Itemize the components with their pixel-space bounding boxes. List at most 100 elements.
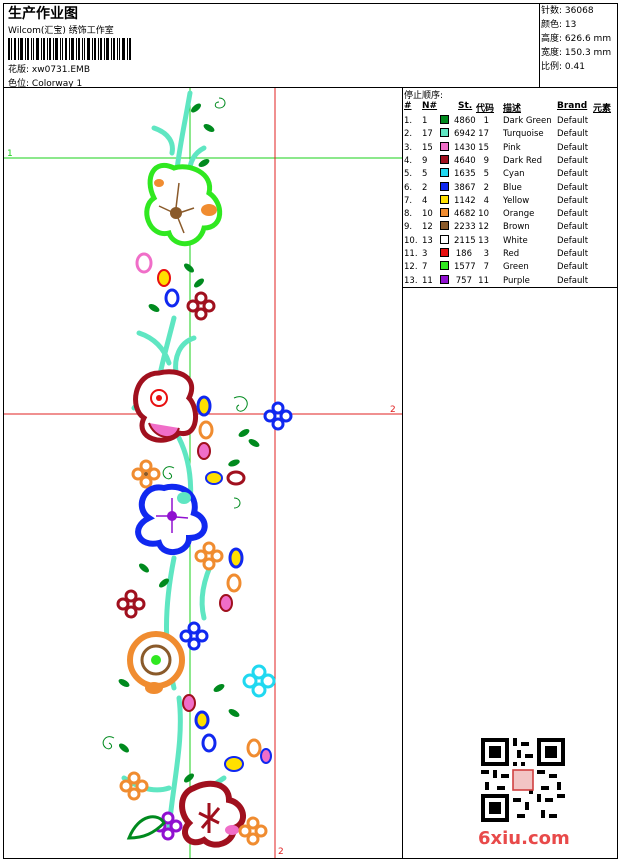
thread-stitches: 6942	[454, 129, 476, 140]
colorway-value: Colorway 1	[31, 79, 83, 89]
thread-needle: 17	[422, 129, 433, 140]
thread-brand: Default	[557, 142, 589, 153]
thread-row: 11. 3 186 3 Red Default	[404, 248, 618, 261]
cross-flower-1	[186, 291, 216, 321]
cross-flower-cyan	[242, 664, 276, 698]
thread-code: 5	[483, 169, 489, 180]
color-swatch	[440, 194, 449, 204]
thread-code: 15	[478, 142, 489, 153]
guide-label-v2: 2	[278, 847, 284, 857]
orange-flower-1	[131, 459, 161, 489]
orange-flower-4	[238, 816, 268, 846]
thread-stitches: 4860	[454, 116, 476, 126]
thread-row: 4. 9 4640 9 Dark Red Default	[404, 154, 618, 168]
thread-code: 12	[478, 222, 489, 233]
thread-brand: Default	[557, 262, 589, 273]
col-desc: 描述	[503, 104, 522, 114]
tendrils	[102, 97, 248, 750]
thread-code: 4	[483, 195, 489, 206]
color-swatch	[440, 208, 449, 218]
design-stats: 针数: 36068 颜色: 13 高度: 626.6 mm 宽度: 150.3 …	[541, 4, 617, 74]
flower-orange-big	[127, 631, 185, 694]
guide-label-h2: 2	[390, 405, 396, 415]
thread-brand: Default	[557, 116, 589, 126]
thread-description: Green	[503, 262, 529, 273]
thread-row: 5. 5 1635 5 Cyan Default	[404, 168, 618, 181]
thread-description: Pink	[503, 142, 521, 153]
thread-row: 6. 2 3867 2 Blue Default	[404, 181, 618, 195]
thread-row: 7. 4 1142 4 Yellow Default	[404, 194, 618, 208]
col-idx: #	[404, 101, 412, 111]
thread-description: Dark Green	[503, 116, 552, 126]
colorway-label: 色位:	[8, 79, 30, 89]
thread-stitches: 4682	[454, 209, 476, 220]
color-swatch	[440, 181, 449, 191]
design-label: 花版:	[8, 65, 30, 75]
color-swatch	[440, 274, 449, 284]
thread-row: 3. 15 1430 15 Pink Default	[404, 141, 618, 155]
flower-red-rose	[133, 369, 199, 443]
thread-code: 13	[478, 235, 489, 246]
thread-needle: 12	[422, 222, 433, 233]
color-swatch	[440, 221, 449, 231]
thread-description: Blue	[503, 182, 522, 193]
stat-width: 宽度: 150.3 mm	[541, 48, 612, 58]
stats-divider	[539, 3, 540, 87]
thread-brand: Default	[557, 235, 589, 246]
buds-group-1	[135, 252, 180, 308]
thread-stitches: 1430	[454, 142, 476, 153]
thread-stitches: 1577	[454, 262, 476, 273]
thread-brand: Default	[557, 155, 589, 166]
thread-code: 10	[478, 209, 489, 220]
col-brand: Brand	[557, 101, 588, 111]
thread-index: 2.	[404, 129, 413, 140]
thread-code: 1	[483, 116, 489, 126]
thread-index: 5.	[404, 169, 413, 180]
thread-index: 1.	[404, 116, 413, 126]
thread-code: 7	[483, 262, 489, 273]
thread-index: 10.	[404, 235, 418, 246]
studio-subtitle: Wilcom(汇宝) 绣饰工作室	[8, 26, 114, 36]
cross-flower-2	[116, 589, 146, 619]
col-elem: 元素	[593, 104, 612, 114]
panel-divider	[402, 87, 403, 859]
thread-index: 12.	[404, 262, 418, 273]
table-bottom-rule	[402, 287, 618, 288]
cross-flower-blue-2	[179, 621, 209, 651]
header-divider	[3, 87, 618, 88]
stat-height: 高度: 626.6 mm	[541, 34, 612, 44]
color-swatch	[440, 154, 449, 164]
thread-brand: Default	[557, 129, 589, 140]
thread-description: Purple	[503, 275, 530, 286]
thread-stitches: 186	[455, 249, 472, 259]
thread-row: 12. 7 1577 7 Green Default	[404, 261, 618, 274]
color-swatch	[440, 261, 449, 271]
thread-code: 11	[478, 275, 489, 286]
dark-green-leaves	[118, 103, 260, 783]
thread-needle: 3	[422, 249, 428, 259]
thread-needle: 2	[422, 182, 428, 193]
flower-blue	[135, 483, 208, 555]
thread-code: 3	[483, 249, 489, 259]
thread-index: 9.	[404, 222, 413, 233]
barcode	[8, 38, 131, 60]
buds-group-2	[196, 395, 246, 486]
thread-needle: 5	[422, 169, 428, 180]
thread-stitches: 3867	[454, 182, 476, 193]
design-file: xw0731.EMB	[31, 65, 90, 75]
thread-row: 8. 10 4682 10 Orange Default	[404, 208, 618, 221]
page-frame	[3, 3, 618, 859]
orange-flower-2	[194, 541, 224, 571]
thread-brand: Default	[557, 275, 589, 286]
thread-table-header: # N# St. 代码 描述 Brand 元素	[404, 101, 618, 114]
stat-stitches: 针数: 36068	[541, 6, 594, 16]
design-file-line: 花版: xw0731.EMB	[8, 62, 90, 75]
thread-brand: Default	[557, 209, 589, 220]
cross-flower-blue-1	[263, 401, 293, 431]
thread-stitches: 4640	[454, 155, 476, 166]
thread-stitches: 1142	[454, 195, 476, 206]
col-num: N#	[422, 101, 438, 111]
thread-description: Brown	[503, 222, 530, 233]
thread-index: 11.	[404, 249, 418, 259]
thread-code: 9	[483, 155, 489, 166]
